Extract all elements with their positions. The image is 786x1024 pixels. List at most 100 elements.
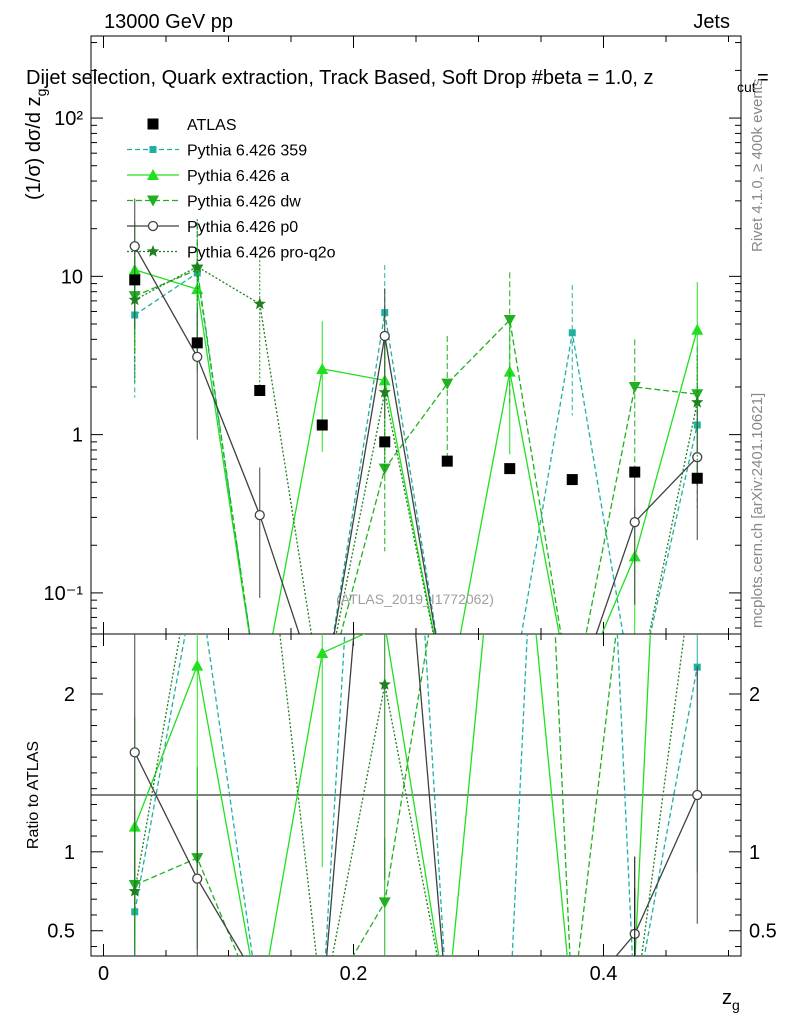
series-ATLAS (129, 274, 703, 486)
watermark: (ATLAS_2019_I1772062) (336, 591, 494, 607)
plot-title-main: Dijet selection, Quark extraction, Track… (26, 67, 654, 89)
side-label-mcplots: mcplots.cern.ch [arXiv:2401.10621] (749, 393, 766, 628)
ratio-series-pq2o (128, 634, 685, 956)
ratio-y-tick-label-right: 1 (749, 842, 760, 864)
y-tick-label: 10² (54, 108, 83, 130)
header-right: Jets (693, 11, 730, 33)
x-tick-label: 0 (98, 963, 109, 985)
data-point (191, 337, 203, 349)
data-point (504, 463, 516, 475)
legend-entry-pq2o: Pythia 6.426 pro-q2o (127, 245, 336, 262)
marker-pp0 (192, 351, 203, 363)
legend-label: ATLAS (187, 117, 237, 134)
ratio-marker-pq2o (378, 678, 391, 690)
series-pq2o (128, 219, 704, 634)
legend-marker (147, 118, 159, 130)
marker-pa (691, 323, 704, 335)
main-ticks: 10⁻¹ 1 10 10² (44, 36, 741, 634)
data-point (254, 385, 266, 397)
legend-entry-p359: Pythia 6.426 359 (127, 143, 307, 160)
line-pa (134, 269, 698, 634)
data-point (316, 419, 328, 431)
legend-label: Pythia 6.426 p0 (187, 219, 298, 236)
ratio-y-tick-label: 0.5 (47, 921, 75, 943)
data-point (629, 466, 641, 478)
main-plot: 10⁻¹ 1 10 10² (ATLAS_2019_I1772062) ATLAS Py… (23, 35, 742, 635)
ratio-marker-pa (316, 646, 329, 658)
ratio-y-axis-label: Ratio to ATLAS (25, 741, 42, 849)
line-pp0 (134, 245, 698, 634)
ratio-y-tick-label-right: 2 (749, 684, 760, 706)
marker-pdw (628, 381, 641, 393)
legend-marker (149, 146, 157, 153)
ratio-y-tick-label: 1 (64, 842, 75, 864)
ratio-line-pa (134, 634, 651, 956)
ratio-ticks: 0.5 0.5 1 1 2 2 0 0.2 0.4 (47, 634, 777, 985)
ratio-marker-pdw (378, 897, 391, 909)
side-label-rivet: Rivet 4.1.0, ≥ 400k events (749, 79, 766, 252)
legend: ATLAS Pythia 6.426 359 Pythia 6.426 a Pythi… (127, 117, 336, 262)
line-pdw (134, 268, 698, 634)
ratio-line-pdw (134, 634, 617, 956)
ratio-line-pp0 (134, 634, 698, 956)
marker-pq2o (253, 297, 266, 310)
marker-pq2o (691, 395, 704, 408)
marker-pa (316, 362, 329, 374)
ratio-plot: 0.5 0.5 1 1 2 2 0 0.2 0.4 Ratio to ATLAS (25, 633, 777, 985)
ratio-marker-pq2o (128, 884, 141, 897)
marker-pp0 (629, 516, 640, 528)
data-point (379, 436, 391, 448)
legend-marker (147, 195, 159, 207)
marker-pdw (441, 378, 454, 390)
ratio-marker-pp0 (692, 789, 703, 801)
marker-pdw (191, 264, 204, 276)
ratio-marker-pa (191, 659, 204, 671)
legend-marker (147, 220, 159, 232)
legend-entry-pa: Pythia 6.426 a (127, 168, 289, 185)
marker-pp0 (254, 509, 265, 521)
y-tick-label: 10 (61, 266, 83, 288)
legend-label: Pythia 6.426 359 (187, 143, 307, 160)
marker-pq2o (378, 385, 391, 398)
line-pq2o (134, 265, 698, 634)
x-tick-label: 0.2 (340, 963, 368, 985)
ratio-marker-pp0 (192, 873, 203, 884)
y-tick-label: 1 (72, 425, 83, 447)
legend-marker (146, 245, 160, 257)
header-left: 13000 GeV pp (104, 11, 233, 33)
marker-pq2o (128, 293, 141, 306)
marker-pdw (503, 314, 516, 326)
ratio-y-tick-label-right: 0.5 (749, 921, 777, 943)
legend-entry-pdw: Pythia 6.426 dw (127, 194, 301, 211)
plot-title-subscript: cut (737, 79, 756, 95)
legend-label: Pythia 6.426 dw (187, 194, 301, 211)
data-point (129, 274, 141, 286)
legend-label: Pythia 6.426 pro-q2o (187, 245, 336, 262)
data-point (441, 455, 453, 467)
ratio-series (128, 634, 703, 956)
legend-entry-pp0: Pythia 6.426 p0 (127, 219, 298, 236)
marker-pp0 (379, 330, 390, 342)
legend-label: Pythia 6.426 a (187, 168, 289, 185)
y-axis-label: (1/σ) dσ/d zg (23, 89, 49, 200)
y-tick-label: 10⁻¹ (44, 583, 84, 605)
marker-pq2o (191, 260, 204, 272)
legend-entry-ATLAS: ATLAS (147, 117, 237, 134)
ratio-marker-pp0 (129, 747, 140, 758)
data-point (691, 472, 703, 484)
plot-title-tail: = (757, 67, 769, 89)
marker-pp0 (129, 241, 140, 252)
marker-pa (503, 365, 516, 377)
ratio-line-p359 (134, 634, 698, 956)
series-pp0 (129, 198, 703, 634)
main-series (128, 198, 704, 634)
plot-title: Dijet selection, Quark extraction, Track… (26, 67, 654, 89)
marker-p359 (568, 329, 576, 337)
ratio-y-tick-label: 2 (64, 684, 75, 706)
x-axis-label: zg (722, 987, 740, 1013)
x-tick-label: 0.4 (590, 963, 618, 985)
legend-marker (147, 169, 159, 180)
marker-pp0 (692, 452, 703, 463)
data-point (566, 474, 578, 486)
